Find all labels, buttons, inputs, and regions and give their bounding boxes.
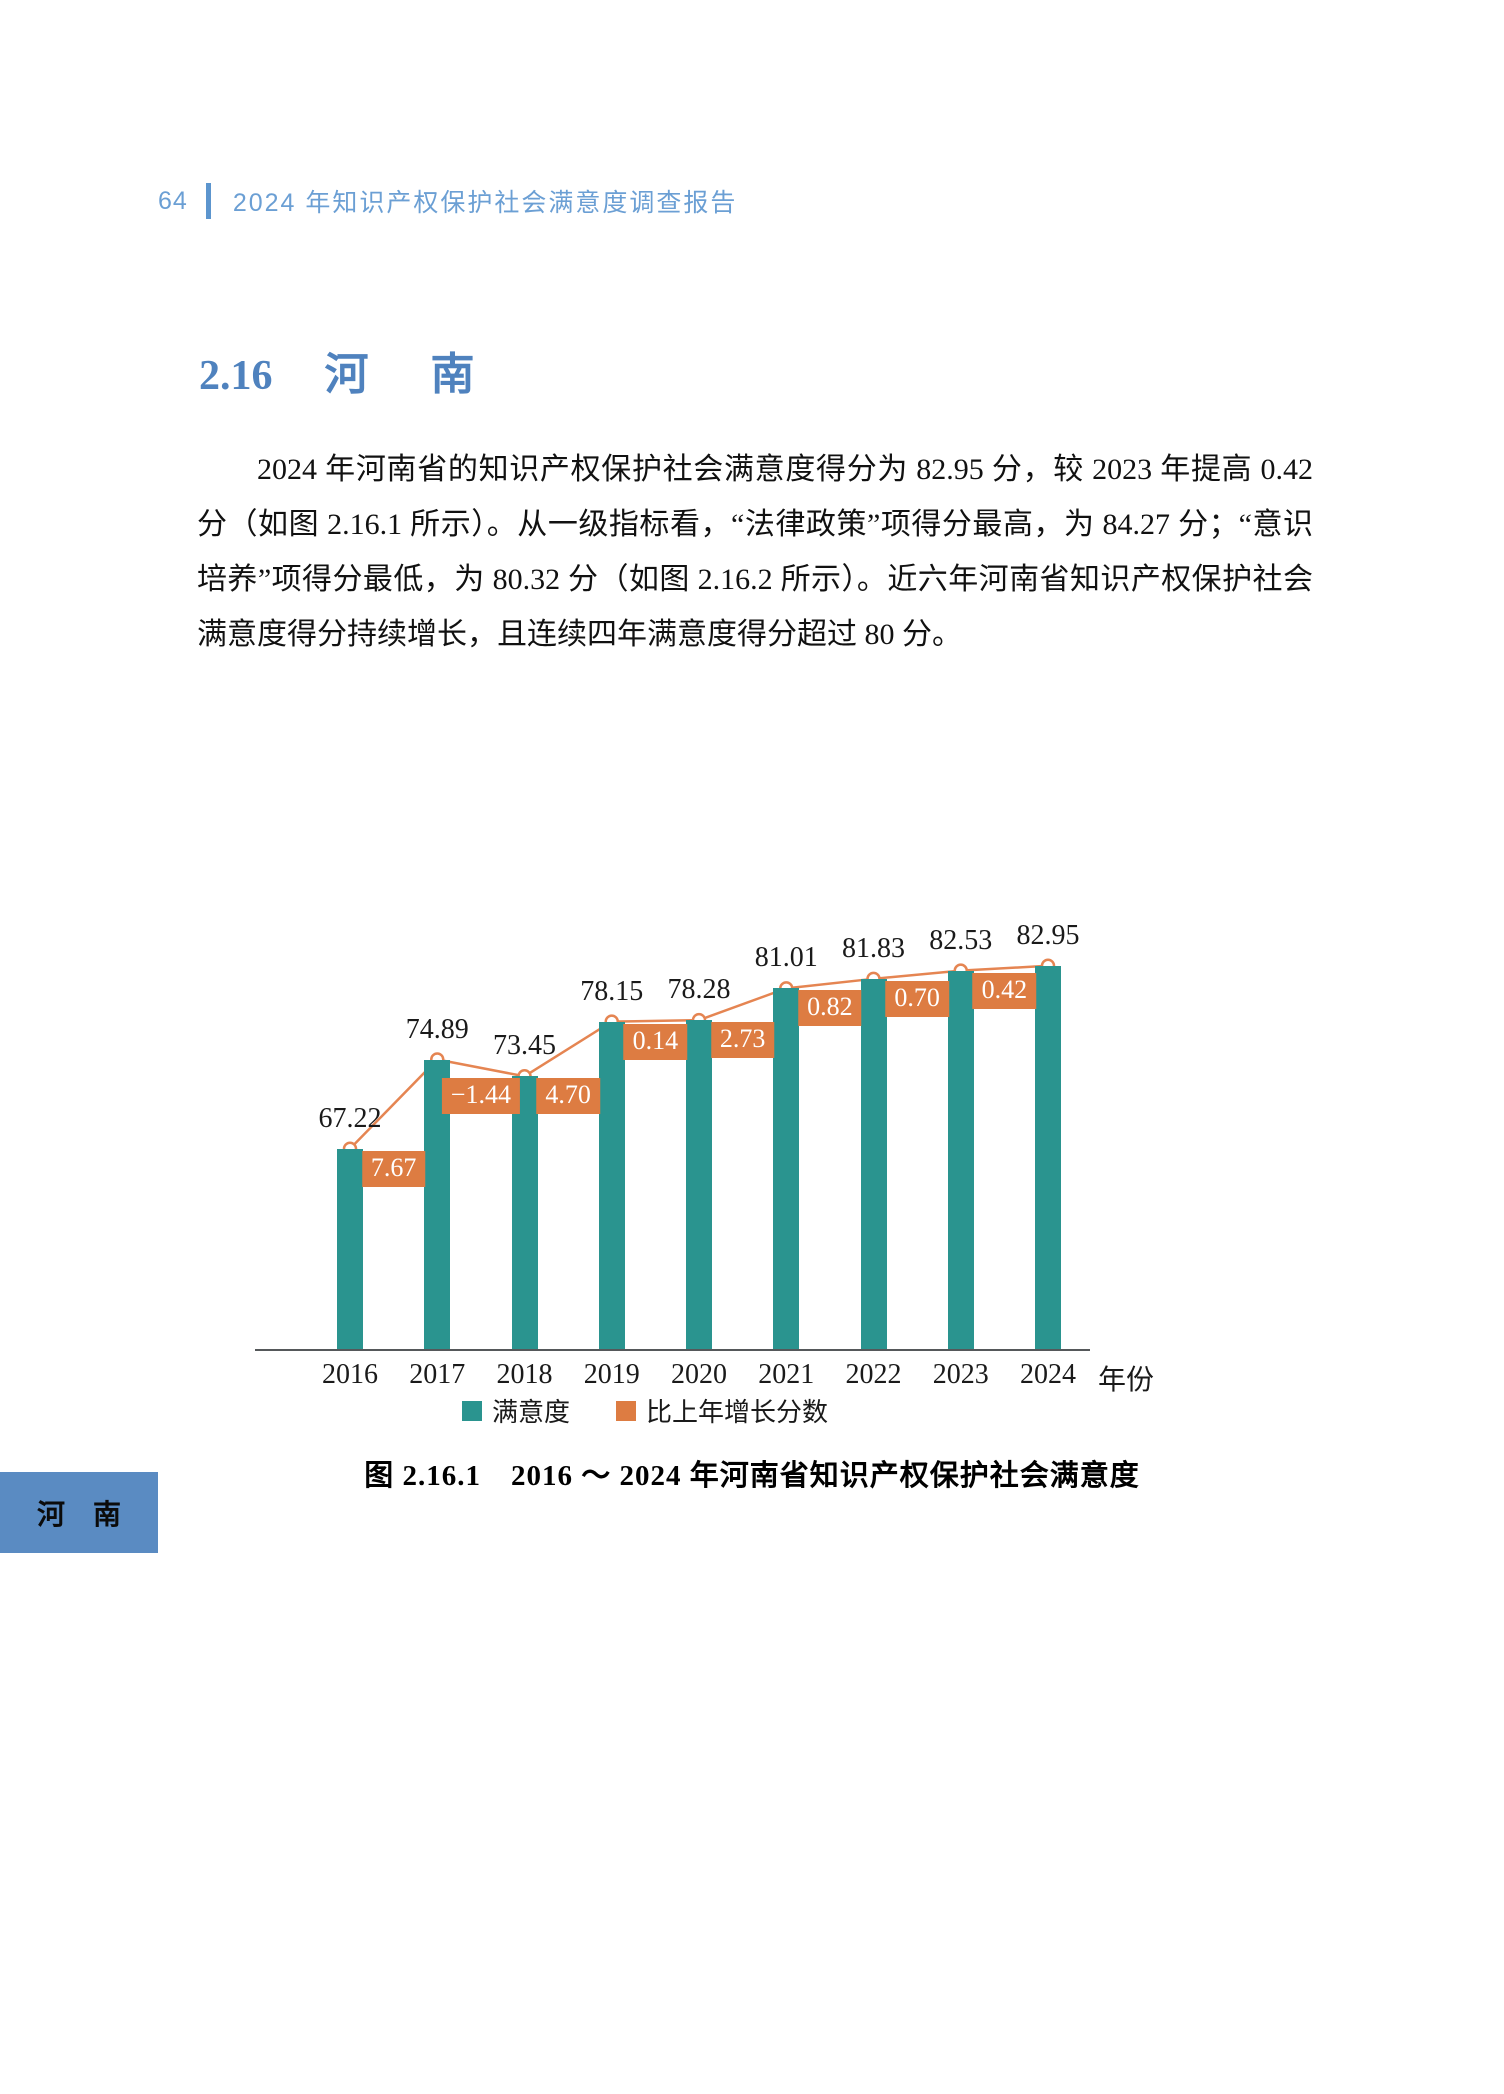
chart-legend: 满意度 比上年增长分数 — [200, 1392, 1090, 1429]
bar-2019 — [598, 1021, 625, 1349]
legend-item-growth: 比上年增长分数 — [616, 1392, 828, 1429]
growth-swatch-icon — [616, 1400, 636, 1421]
x-axis-title: 年份 — [1098, 1365, 1155, 1396]
x-tick-2017: 2017 — [409, 1359, 466, 1390]
bar-2021 — [773, 988, 800, 1349]
header-title: 2024 年知识产权保护社会满意度调查报告 — [232, 189, 738, 217]
section-heading: 2.16 河南 — [199, 338, 537, 402]
x-tick-2018: 2018 — [496, 1359, 553, 1390]
x-tick-2022: 2022 — [845, 1359, 902, 1390]
value-label-2018: 73.45 — [493, 1030, 556, 1062]
value-label-2023: 82.53 — [929, 924, 993, 956]
body-paragraph: 2024 年河南省的知识产权保护社会满意度得分为 82.95 分，较 2023 … — [197, 453, 1313, 651]
bar-2016 — [337, 1148, 363, 1349]
x-tick-2020: 2020 — [671, 1359, 727, 1390]
value-label-2016: 67.22 — [318, 1102, 382, 1134]
value-label-2020: 78.28 — [667, 974, 731, 1006]
province-side-tab: 河南 — [0, 1472, 158, 1553]
growth-label-2021: 2.73 — [710, 1022, 775, 1059]
bar-2024 — [1035, 965, 1061, 1349]
value-label-2024: 82.95 — [1016, 919, 1080, 951]
x-tick-2019: 2019 — [583, 1359, 640, 1390]
x-tick-2016: 2016 — [322, 1359, 378, 1390]
growth-label-2022: 0.82 — [798, 990, 862, 1027]
section-number: 2.16 — [199, 353, 273, 399]
value-label-2021: 81.01 — [754, 942, 818, 974]
page-number: 64 — [158, 186, 188, 215]
legend-label-satisfaction: 满意度 — [491, 1397, 570, 1427]
x-tick-2024: 2024 — [1020, 1359, 1076, 1390]
growth-label-2024: 0.42 — [972, 972, 1037, 1009]
x-tick-2023: 2023 — [932, 1359, 989, 1390]
value-label-2017: 74.89 — [405, 1013, 469, 1045]
growth-label-2020: 0.14 — [623, 1023, 688, 1060]
value-label-2019: 78.15 — [580, 975, 644, 1007]
bar-2018 — [511, 1076, 538, 1349]
legend-label-growth: 比上年增长分数 — [646, 1397, 829, 1427]
page-header: 64 2024 年知识产权保护社会满意度调查报告 — [158, 183, 737, 219]
satisfaction-chart: 年份 满意度 比上年增长分数 67.22 2016 74.89 2017 73.45 20… — [200, 898, 1270, 1443]
growth-label-2023: 0.70 — [885, 980, 949, 1017]
satisfaction-swatch-icon — [461, 1400, 482, 1421]
value-label-2022: 81.83 — [842, 932, 905, 964]
header-divider — [205, 183, 211, 219]
bar-2020 — [686, 1020, 712, 1349]
chart-caption: 图 2.16.1 2016 ～ 2024 年河南省知识产权保护社会满意度 — [364, 1460, 1140, 1492]
growth-label-2018: −1.44 — [441, 1078, 520, 1115]
growth-label-2017: 7.67 — [361, 1150, 426, 1187]
x-axis-line — [255, 1349, 1090, 1351]
x-tick-2021: 2021 — [758, 1359, 815, 1390]
section-title: 河南 — [324, 350, 537, 399]
legend-item-satisfaction: 满意度 — [461, 1392, 570, 1429]
bar-2022 — [860, 978, 887, 1349]
growth-label-2019: 4.70 — [536, 1078, 600, 1115]
bar-2023 — [947, 970, 974, 1349]
